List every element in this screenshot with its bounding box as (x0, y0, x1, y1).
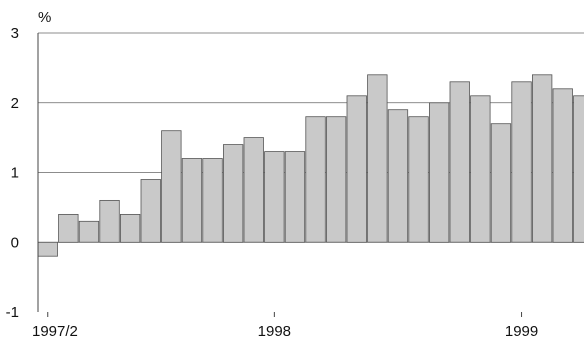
bar (161, 130, 182, 243)
y-tick-label: 2 (11, 95, 19, 112)
bar (346, 95, 367, 243)
x-tick-labels: 1997/2 1998 1999 (32, 312, 538, 340)
bar (222, 144, 244, 243)
bar (325, 116, 347, 243)
bar (470, 95, 491, 243)
bar (490, 123, 512, 243)
x-tick-label: 1999 (505, 323, 538, 340)
bar (140, 179, 161, 243)
x-tick-label: 1998 (258, 323, 291, 340)
bar (511, 81, 532, 243)
bar (449, 81, 470, 243)
bar (367, 74, 388, 243)
y-tick-label: -1 (6, 304, 19, 321)
bar (37, 241, 58, 257)
bar (408, 116, 429, 243)
y-tick-labels: 3 2 1 0 -1 (6, 25, 19, 321)
bar (573, 95, 584, 243)
bar (428, 102, 450, 243)
bars-group (37, 74, 584, 257)
y-tick-label: 1 (11, 165, 19, 182)
y-tick-label: 3 (11, 25, 19, 42)
bar (58, 213, 79, 243)
bar (387, 109, 409, 243)
bar (243, 137, 264, 243)
bar (552, 88, 573, 243)
bar (305, 116, 326, 243)
bar (120, 213, 141, 243)
bar (264, 151, 285, 243)
y-axis-unit-label: % (38, 9, 51, 26)
bar (78, 220, 100, 243)
x-tick-label: 1997/2 (32, 323, 78, 340)
bar (532, 74, 553, 243)
bar (202, 158, 223, 243)
y-tick-label: 0 (11, 234, 19, 251)
bar (99, 199, 120, 243)
bar (181, 158, 203, 243)
bar (284, 151, 306, 243)
